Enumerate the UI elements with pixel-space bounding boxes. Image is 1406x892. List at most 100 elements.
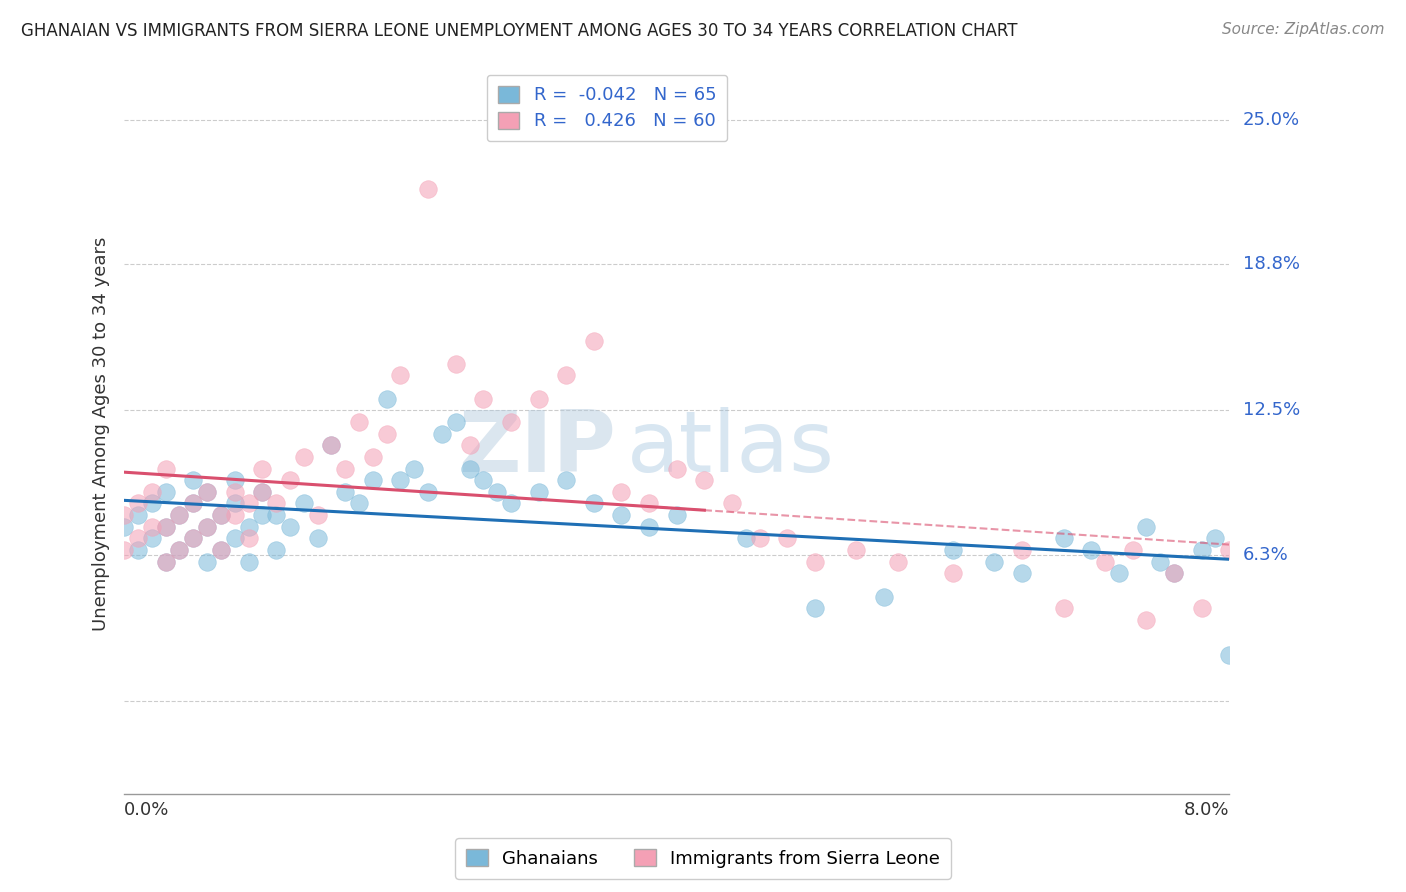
Point [264, 508, 287, 522]
Point [195, 520, 218, 534]
Point [555, 368, 578, 383]
Point [1094, 555, 1116, 569]
Point [195, 520, 218, 534]
Point [1163, 566, 1185, 581]
Point [1122, 543, 1144, 558]
Point [693, 473, 716, 487]
Point [499, 415, 522, 429]
Point [555, 473, 578, 487]
Point [1052, 532, 1074, 546]
Legend: Ghanaians, Immigrants from Sierra Leone: Ghanaians, Immigrants from Sierra Leone [456, 838, 950, 879]
Point [1204, 532, 1226, 546]
Point [127, 532, 149, 546]
Point [416, 182, 439, 196]
Point [873, 590, 896, 604]
Text: 8.0%: 8.0% [1184, 801, 1229, 820]
Point [278, 473, 301, 487]
Point [389, 473, 412, 487]
Point [252, 484, 274, 499]
Point [1052, 601, 1074, 615]
Point [181, 532, 204, 546]
Point [430, 426, 453, 441]
Text: Source: ZipAtlas.com: Source: ZipAtlas.com [1222, 22, 1385, 37]
Point [582, 496, 605, 510]
Text: 6.3%: 6.3% [1243, 546, 1288, 564]
Point [472, 473, 495, 487]
Point [887, 555, 910, 569]
Point [361, 450, 384, 464]
Point [127, 508, 149, 522]
Point [252, 461, 274, 475]
Point [458, 461, 481, 475]
Point [665, 461, 688, 475]
Point [238, 555, 260, 569]
Point [638, 496, 661, 510]
Point [181, 496, 204, 510]
Point [112, 508, 135, 522]
Point [155, 555, 177, 569]
Point [141, 532, 163, 546]
Point [444, 357, 467, 371]
Point [141, 484, 163, 499]
Text: 0.0%: 0.0% [124, 801, 170, 820]
Text: ZIP: ZIP [458, 407, 616, 490]
Point [195, 484, 218, 499]
Point [209, 508, 232, 522]
Point [321, 438, 343, 452]
Point [1163, 566, 1185, 581]
Point [610, 484, 633, 499]
Point [127, 543, 149, 558]
Text: GHANAIAN VS IMMIGRANTS FROM SIERRA LEONE UNEMPLOYMENT AMONG AGES 30 TO 34 YEARS : GHANAIAN VS IMMIGRANTS FROM SIERRA LEONE… [21, 22, 1018, 40]
Point [127, 496, 149, 510]
Point [1011, 566, 1033, 581]
Point [292, 496, 315, 510]
Point [307, 508, 329, 522]
Point [942, 566, 965, 581]
Point [155, 555, 177, 569]
Point [1191, 601, 1213, 615]
Point [610, 508, 633, 522]
Point [292, 450, 315, 464]
Point [195, 484, 218, 499]
Point [238, 496, 260, 510]
Point [335, 461, 357, 475]
Text: atlas: atlas [627, 407, 835, 490]
Point [335, 484, 357, 499]
Point [1011, 543, 1033, 558]
Point [776, 532, 799, 546]
Point [845, 543, 868, 558]
Point [224, 508, 246, 522]
Point [252, 508, 274, 522]
Point [307, 532, 329, 546]
Point [181, 496, 204, 510]
Point [238, 532, 260, 546]
Point [638, 520, 661, 534]
Point [375, 426, 398, 441]
Point [458, 438, 481, 452]
Point [361, 473, 384, 487]
Point [444, 415, 467, 429]
Point [1149, 555, 1171, 569]
Point [748, 532, 770, 546]
Point [209, 508, 232, 522]
Point [375, 392, 398, 406]
Point [582, 334, 605, 348]
Point [321, 438, 343, 452]
Point [141, 496, 163, 510]
Point [499, 496, 522, 510]
Point [804, 601, 827, 615]
Point [1135, 520, 1157, 534]
Point [527, 484, 550, 499]
Point [155, 520, 177, 534]
Point [155, 461, 177, 475]
Legend: R =  -0.042   N = 65, R =   0.426   N = 60: R = -0.042 N = 65, R = 0.426 N = 60 [486, 75, 727, 141]
Point [209, 543, 232, 558]
Point [472, 392, 495, 406]
Point [169, 543, 191, 558]
Point [112, 520, 135, 534]
Text: 12.5%: 12.5% [1243, 401, 1299, 419]
Point [278, 520, 301, 534]
Point [169, 543, 191, 558]
Point [416, 484, 439, 499]
Point [734, 532, 756, 546]
